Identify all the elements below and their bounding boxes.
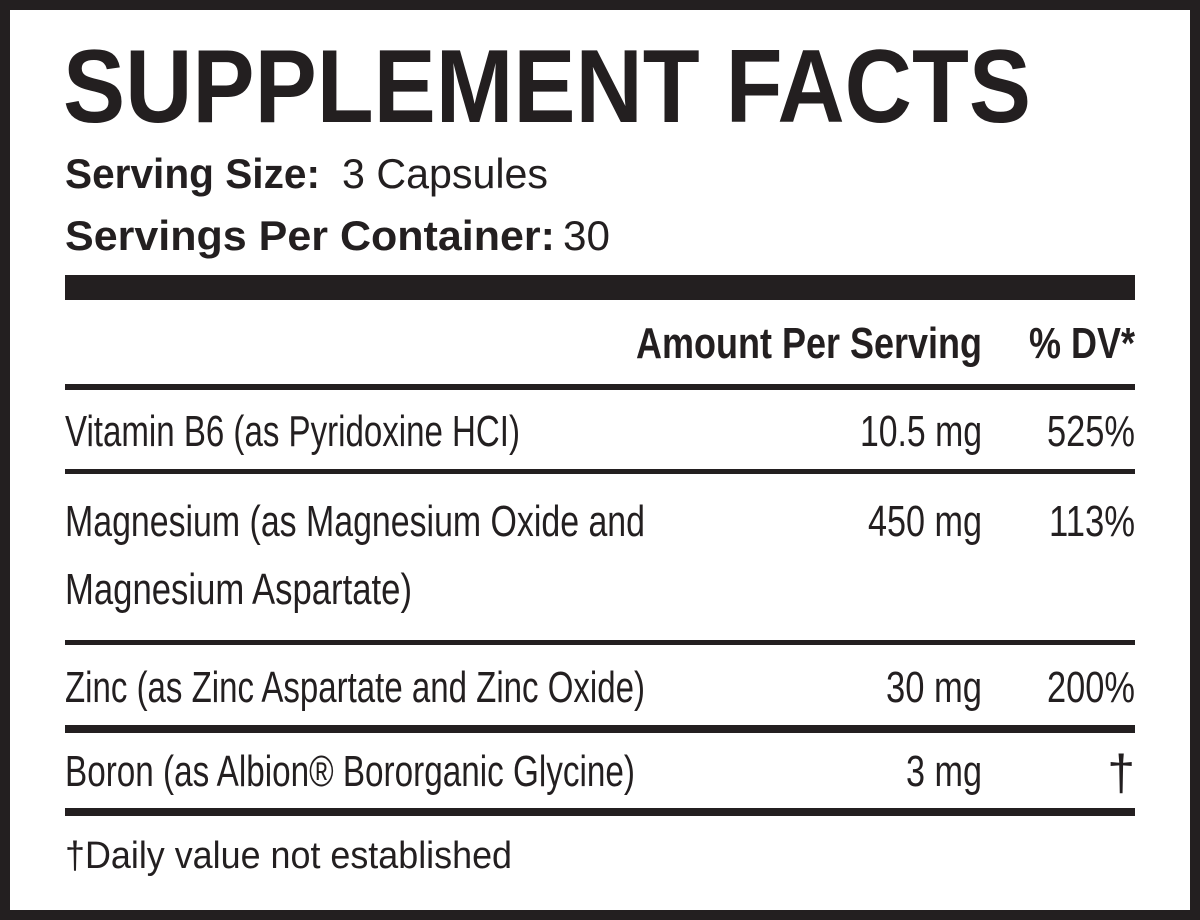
header-amount: Amount Per Serving [636,319,982,368]
footnote: †Daily value not established [65,835,512,877]
thick-divider [65,275,1135,300]
divider [65,640,1135,645]
divider [65,384,1135,390]
header-dv: % DV* [1029,319,1136,368]
nutrient-name: Vitamin B6 (as Pyridoxine HCI) [65,407,520,456]
nutrient-amount: 30 mg [886,663,982,712]
nutrient-dv: 525% [1047,407,1135,456]
divider [65,725,1135,733]
nutrient-name: Boron (as Albion® Bororganic Glycine) [65,747,635,796]
nutrient-dv: 200% [1047,663,1135,712]
title: SUPPLEMENT FACTS [63,29,1031,145]
serving-size-value: 3 Capsules [342,150,548,197]
nutrient-amount: 450 mg [868,497,982,546]
nutrient-dv: 113% [1049,497,1135,546]
divider [65,469,1135,474]
nutrient-dv: † [1107,745,1135,801]
nutrient-amount: 10.5 mg [860,407,982,456]
nutrient-amount: 3 mg [906,747,982,796]
servings-per-container-value: 30 [563,212,610,259]
servings-per-container-label: Servings Per Container: [65,212,555,259]
nutrient-name: Zinc (as Zinc Aspartate and Zinc Oxide) [65,663,645,712]
nutrient-name: Magnesium (as Magnesium Oxide and [65,497,645,546]
nutrient-name: Magnesium Aspartate) [65,565,412,614]
serving-size-label: Serving Size: [65,150,320,197]
divider [65,808,1135,816]
